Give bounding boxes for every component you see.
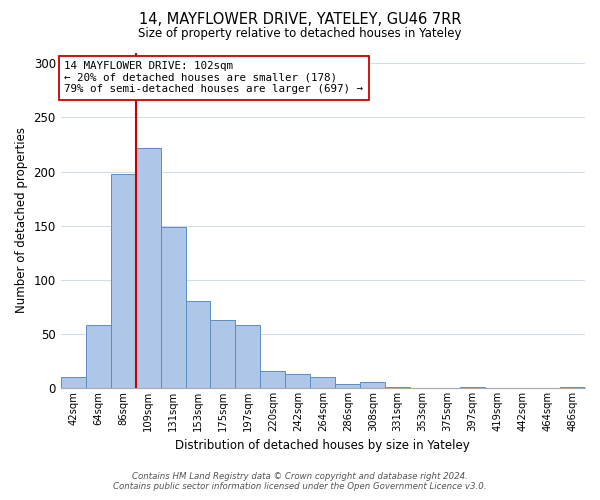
Bar [211, 320, 235, 388]
Bar [460, 387, 485, 388]
Text: Contains HM Land Registry data © Crown copyright and database right 2024.
Contai: Contains HM Land Registry data © Crown c… [113, 472, 487, 491]
Bar [310, 377, 335, 388]
Bar [385, 387, 410, 388]
Bar [560, 387, 585, 388]
Bar [360, 382, 385, 388]
Bar [335, 384, 360, 388]
Bar [61, 377, 86, 388]
X-axis label: Distribution of detached houses by size in Yateley: Distribution of detached houses by size … [175, 440, 470, 452]
Bar [110, 174, 136, 388]
Bar [235, 325, 260, 388]
Bar [260, 370, 286, 388]
Bar [286, 374, 310, 388]
Text: 14, MAYFLOWER DRIVE, YATELEY, GU46 7RR: 14, MAYFLOWER DRIVE, YATELEY, GU46 7RR [139, 12, 461, 28]
Y-axis label: Number of detached properties: Number of detached properties [15, 128, 28, 314]
Bar [185, 302, 211, 388]
Text: 14 MAYFLOWER DRIVE: 102sqm
← 20% of detached houses are smaller (178)
79% of sem: 14 MAYFLOWER DRIVE: 102sqm ← 20% of deta… [64, 61, 364, 94]
Bar [86, 325, 110, 388]
Bar [161, 227, 185, 388]
Bar [136, 148, 161, 388]
Text: Size of property relative to detached houses in Yateley: Size of property relative to detached ho… [138, 28, 462, 40]
